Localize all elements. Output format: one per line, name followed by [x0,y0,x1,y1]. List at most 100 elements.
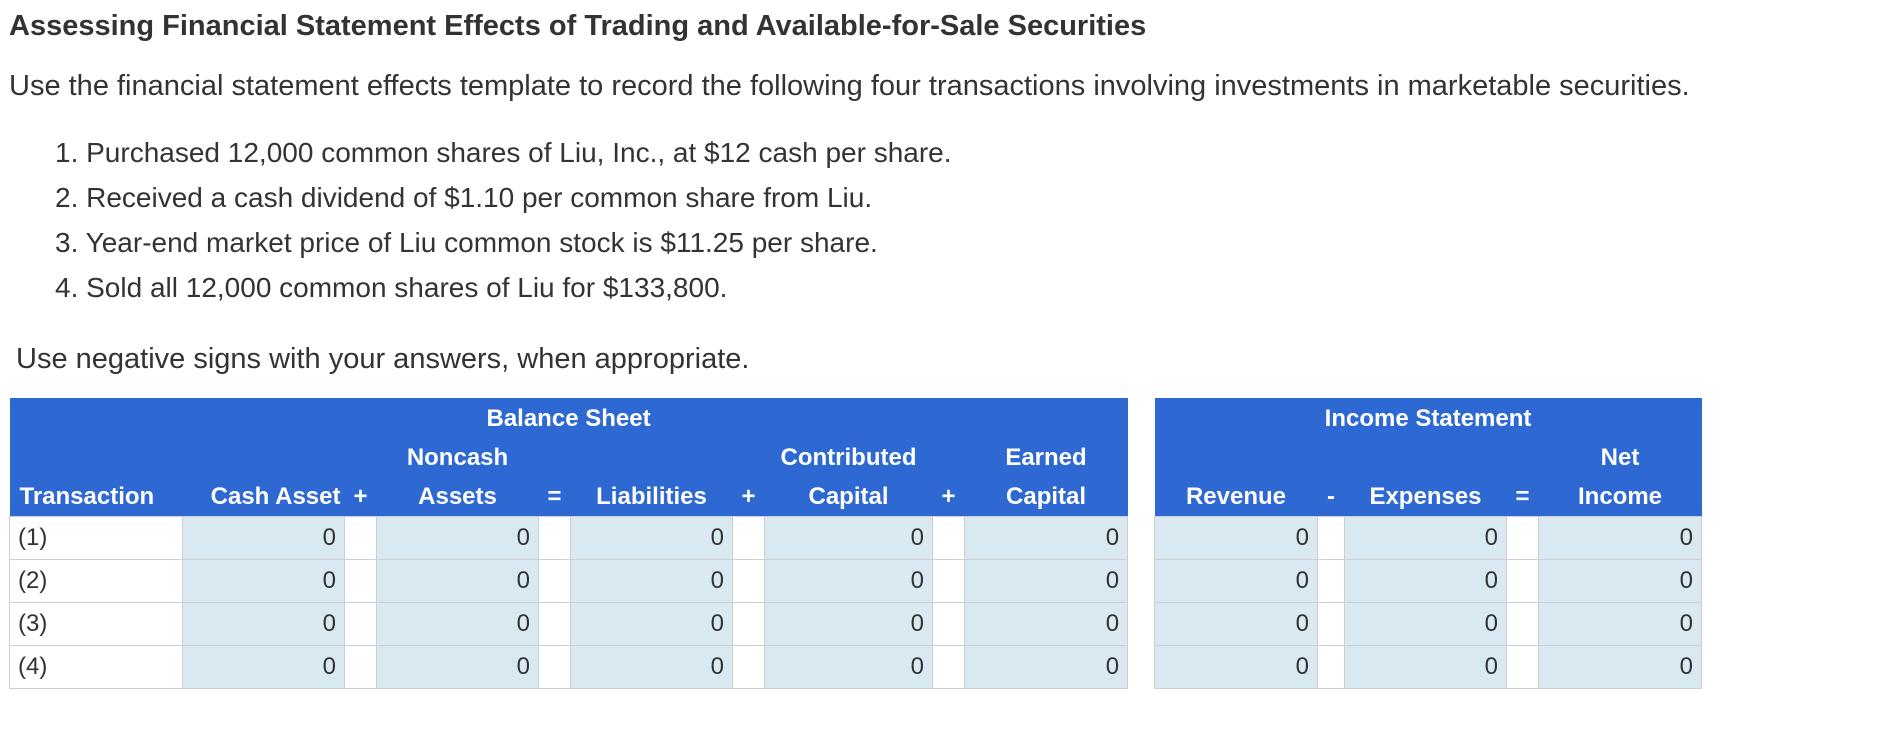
earned-capital-input[interactable]: 0 [963,559,1129,603]
spacer [932,559,965,603]
spacer [732,559,765,603]
contributed-capital-input[interactable]: 0 [764,645,933,689]
revenue-header: Revenue [1154,477,1318,517]
table-row: 0 0 0 [1154,559,1703,603]
table-row: 0 0 0 [1154,602,1703,646]
income-statement-table: Income Statement Net Revenue - Expenses … [1154,398,1703,689]
net-income-input[interactable]: 0 [1537,645,1703,689]
equals-operator: = [1506,477,1539,517]
spacer [538,516,571,560]
noncash-top-header: Noncash [376,438,539,477]
transaction-step-4: 4. Sold all 12,000 common shares of Liu … [55,272,728,303]
net-income-input[interactable]: 0 [1537,559,1703,603]
net-top-header: Net [1538,438,1702,477]
spacer [538,559,571,603]
net-income-input[interactable]: 0 [1537,602,1703,646]
row-label: (3) [9,602,183,646]
transaction-step-1: 1. Purchased 12,000 common shares of Liu… [55,137,952,168]
instructions: Use the financial statement effects temp… [9,70,1690,102]
row-label: (1) [9,516,183,560]
spacer [932,645,965,689]
liabilities-input[interactable]: 0 [570,516,733,560]
expenses-input[interactable]: 0 [1344,516,1507,560]
noncash-assets-input[interactable]: 0 [376,516,539,560]
table-row: (3) 0 0 0 0 0 [9,602,1129,646]
expenses-input[interactable]: 0 [1344,645,1507,689]
spacer [1506,602,1539,646]
revenue-input[interactable]: 0 [1154,645,1318,689]
spacer [732,516,765,560]
spacer [1506,559,1539,603]
revenue-input[interactable]: 0 [1154,602,1318,646]
noncash-assets-input[interactable]: 0 [376,645,539,689]
spacer [1317,516,1345,560]
spacer [538,602,571,646]
noncash-assets-input[interactable]: 0 [376,559,539,603]
table-row: 0 0 0 [1154,516,1703,560]
table-row: (4) 0 0 0 0 0 [9,645,1129,689]
earned-capital-header: Capital [964,477,1128,517]
revenue-input[interactable]: 0 [1154,559,1318,603]
table-row: (1) 0 0 0 0 0 [9,516,1129,560]
spacer [344,645,377,689]
transaction-step-2: 2. Received a cash dividend of $1.10 per… [55,182,873,213]
table-row: 0 0 0 [1154,645,1703,689]
spacer [732,645,765,689]
earned-capital-input[interactable]: 0 [963,645,1129,689]
transaction-header: Transaction [9,477,183,517]
spacer [1506,645,1539,689]
earned-top-header: Earned [964,438,1128,477]
cash-asset-input[interactable]: 0 [182,516,345,560]
expenses-header: Expenses [1344,477,1507,517]
minus-operator: - [1317,477,1345,517]
transaction-step-3: 3. Year-end market price of Liu common s… [55,227,878,258]
balance-sheet-table: Balance Sheet Noncash Contributed Earned… [9,398,1129,689]
liabilities-input[interactable]: 0 [570,559,733,603]
spacer [344,559,377,603]
contributed-capital-input[interactable]: 0 [764,559,933,603]
row-label: (2) [9,559,183,603]
revenue-input[interactable]: 0 [1154,516,1318,560]
balance-sheet-heading: Balance Sheet [9,398,1128,438]
net-income-input[interactable]: 0 [1537,516,1703,560]
noncash-assets-input[interactable]: 0 [376,602,539,646]
sign-note: Use negative signs with your answers, wh… [16,343,750,375]
page-title: Assessing Financial Statement Effects of… [9,10,1147,42]
contributed-capital-header: Capital [764,477,933,517]
spacer [1317,602,1345,646]
expenses-input[interactable]: 0 [1344,559,1507,603]
contributed-top-header: Contributed [764,438,933,477]
spacer [1506,516,1539,560]
plus-operator: + [732,477,765,517]
row-label: (4) [9,645,183,689]
spacer [344,602,377,646]
spacer [932,602,965,646]
spacer [932,516,965,560]
cash-asset-input[interactable]: 0 [182,645,345,689]
contributed-capital-input[interactable]: 0 [764,516,933,560]
spacer [1317,559,1345,603]
spacer [344,516,377,560]
earned-capital-input[interactable]: 0 [963,516,1129,560]
income-statement-heading: Income Statement [1154,398,1702,438]
table-row: (2) 0 0 0 0 0 [9,559,1129,603]
liabilities-input[interactable]: 0 [570,602,733,646]
noncash-assets-header: Assets [376,477,539,517]
plus-operator: + [932,477,965,517]
contributed-capital-input[interactable]: 0 [764,602,933,646]
expenses-input[interactable]: 0 [1344,602,1507,646]
equals-operator: = [538,477,571,517]
spacer [732,602,765,646]
transaction-list: 1. Purchased 12,000 common shares of Liu… [55,130,952,310]
cash-asset-input[interactable]: 0 [182,602,345,646]
cash-asset-header: Cash Asset [182,477,345,517]
cash-asset-input[interactable]: 0 [182,559,345,603]
liabilities-header: Liabilities [570,477,733,517]
earned-capital-input[interactable]: 0 [963,602,1129,646]
net-income-header: Income [1538,477,1702,517]
spacer [538,645,571,689]
spacer [1317,645,1345,689]
liabilities-input[interactable]: 0 [570,645,733,689]
plus-operator: + [344,477,377,517]
